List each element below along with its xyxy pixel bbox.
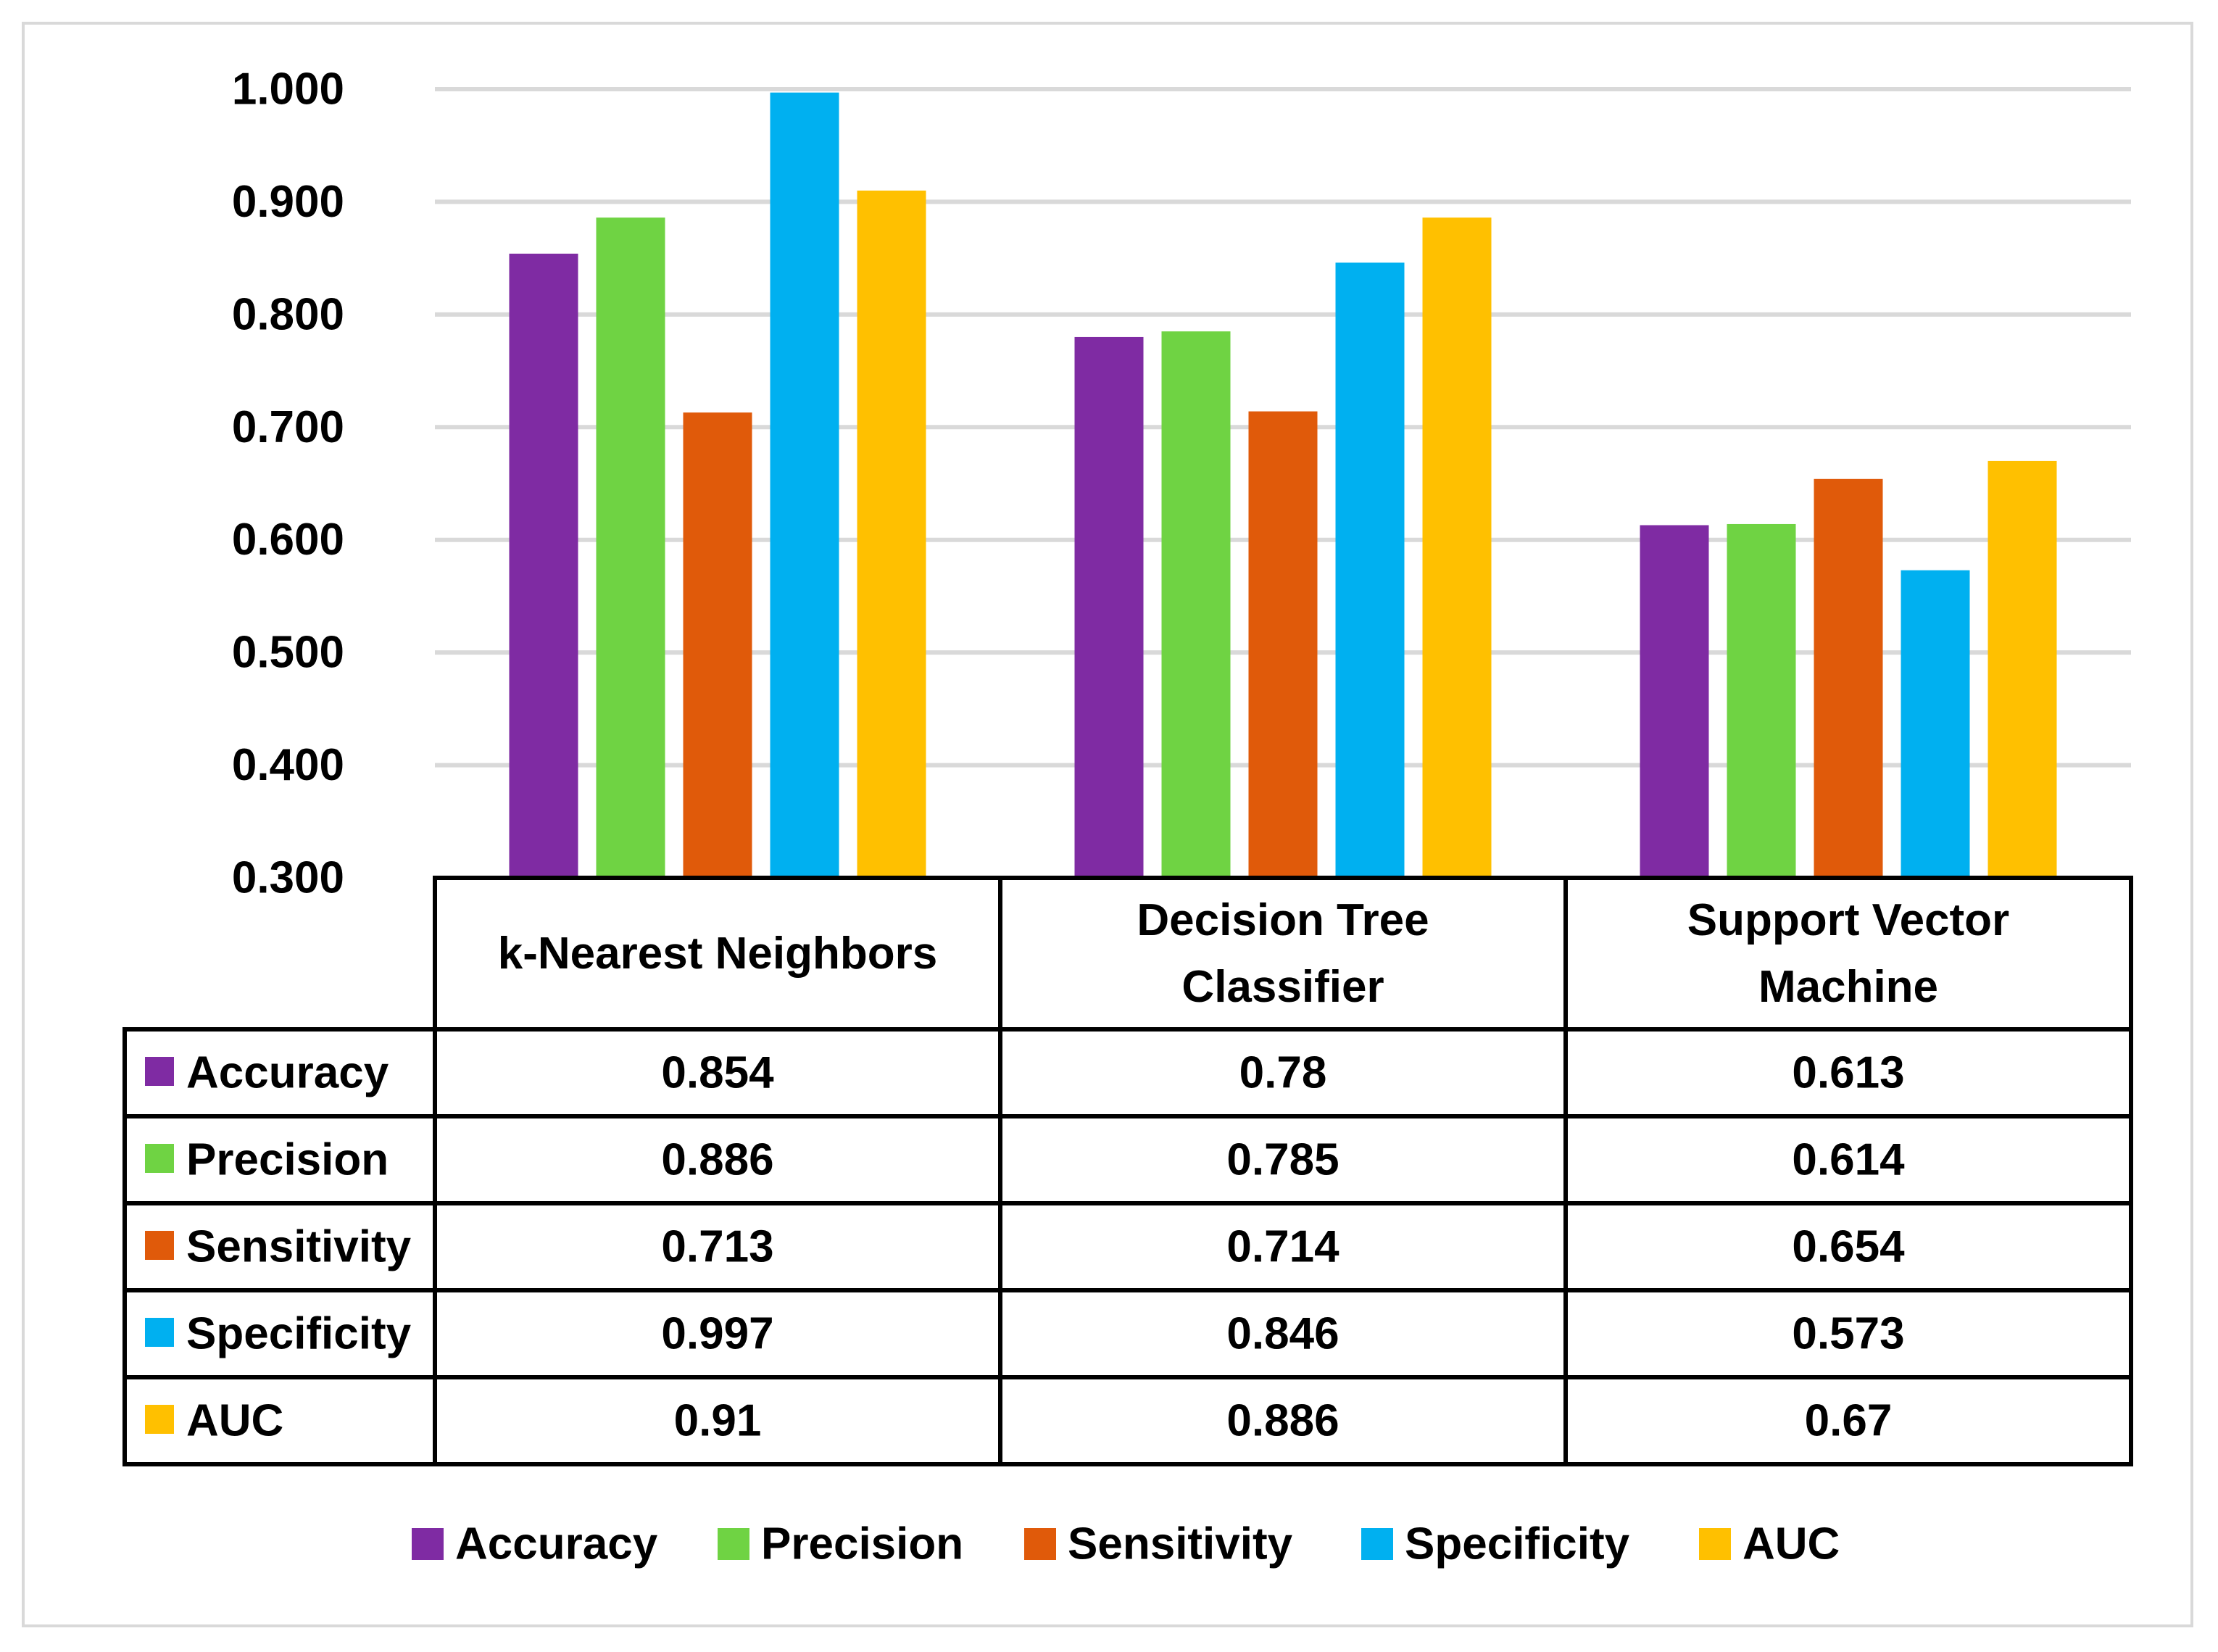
data-label: 0.997 [661, 1309, 773, 1359]
category-label: Decision Tree [1137, 895, 1429, 945]
category-label: Support Vector [1687, 895, 2009, 945]
data-label: 0.886 [661, 1135, 773, 1185]
category-label: Classifier [1181, 962, 1384, 1012]
legend-label-accuracy: Accuracy [455, 1519, 658, 1569]
row-label-specificity: Specificity [186, 1309, 412, 1359]
bar-auc-0 [857, 190, 926, 878]
row-key-sensitivity [145, 1231, 174, 1260]
bar-specificity-1 [1335, 262, 1405, 878]
legend-key-precision [718, 1528, 749, 1560]
row-key-precision [145, 1144, 174, 1173]
data-label: 0.67 [1805, 1396, 1893, 1446]
row-label-sensitivity: Sensitivity [186, 1222, 412, 1272]
row-label-accuracy: Accuracy [186, 1048, 389, 1098]
bar-accuracy-2 [1640, 525, 1709, 878]
legend: Accuracy Precision Sensitivity Specificity A… [412, 1519, 1840, 1569]
data-label: 0.785 [1226, 1135, 1339, 1185]
y-axis-ticks: 1.000 0.900 0.800 0.700 0.600 0.500 0.400 0.300 [232, 65, 344, 903]
legend-key-specificity [1361, 1528, 1393, 1560]
bar-accuracy-1 [1074, 336, 1144, 878]
legend-key-auc [1699, 1528, 1731, 1560]
bar-accuracy-0 [509, 253, 578, 878]
data-label: 0.614 [1792, 1135, 1905, 1185]
data-label: 0.714 [1226, 1222, 1339, 1272]
data-label: 0.854 [661, 1048, 774, 1098]
data-label: 0.846 [1226, 1309, 1339, 1359]
y-tick-label: 0.400 [232, 740, 344, 790]
bar-precision-2 [1727, 523, 1796, 878]
bar-sensitivity-0 [683, 412, 752, 878]
row-key-specificity [145, 1318, 174, 1347]
bar-precision-0 [596, 217, 665, 878]
bar-specificity-2 [1901, 570, 1970, 878]
bars [509, 92, 2057, 879]
chart-frame [22, 22, 2193, 1627]
data-label: 0.573 [1792, 1309, 1904, 1359]
legend-label-precision: Precision [761, 1519, 963, 1569]
y-tick-label: 0.500 [232, 628, 344, 678]
bar-sensitivity-1 [1248, 411, 1318, 878]
bar-auc-1 [1422, 217, 1492, 878]
legend-key-accuracy [412, 1528, 444, 1560]
legend-label-auc: AUC [1743, 1519, 1840, 1569]
y-tick-label: 0.900 [232, 177, 344, 227]
row-key-accuracy [145, 1057, 174, 1086]
legend-label-specificity: Specificity [1405, 1519, 1630, 1569]
y-tick-label: 0.600 [232, 515, 344, 565]
data-table: k-Nearest Neighbors Decision Tree Classifi… [122, 876, 2133, 1466]
category-label: Machine [1758, 962, 1938, 1012]
row-label-precision: Precision [186, 1135, 389, 1185]
y-tick-label: 1.000 [232, 65, 344, 115]
data-label: 0.654 [1792, 1222, 1905, 1272]
row-key-auc [145, 1405, 174, 1434]
y-tick-label: 0.300 [232, 853, 344, 903]
legend-key-sensitivity [1024, 1528, 1056, 1560]
data-label: 0.886 [1226, 1396, 1339, 1446]
legend-label-sensitivity: Sensitivity [1068, 1519, 1293, 1569]
row-label-auc: AUC [186, 1396, 283, 1446]
data-label: 0.713 [661, 1222, 773, 1272]
data-label: 0.78 [1239, 1048, 1327, 1098]
data-label: 0.613 [1792, 1048, 1904, 1098]
category-label: k-Nearest Neighbors [498, 929, 937, 979]
data-label: 0.91 [674, 1396, 762, 1446]
y-tick-label: 0.800 [232, 289, 344, 339]
y-tick-label: 0.700 [232, 402, 344, 452]
bar-precision-1 [1161, 331, 1231, 879]
bar-sensitivity-2 [1814, 478, 1883, 878]
bar-specificity-0 [770, 92, 839, 879]
bar-auc-2 [1988, 460, 2057, 878]
